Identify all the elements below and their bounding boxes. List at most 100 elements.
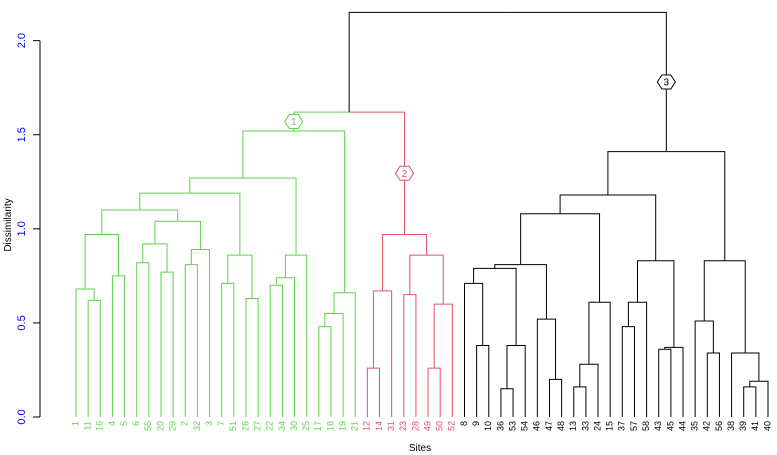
leaf-label: 15	[605, 421, 615, 431]
dendrogram-branch	[749, 380, 759, 387]
dendrogram-branch	[252, 297, 259, 417]
dendrogram-branch	[221, 282, 228, 417]
dendrogram-branch	[333, 313, 344, 417]
dendrogram-branch	[546, 318, 557, 380]
leaf-label: 28	[410, 421, 420, 431]
cluster-label: 2	[402, 169, 408, 180]
dendrogram-branch	[500, 388, 507, 417]
leaf-label: 19	[337, 421, 347, 431]
dendrogram-branch	[607, 194, 657, 261]
dendrogram-branch	[75, 288, 86, 417]
dendrogram-branch	[404, 233, 428, 256]
leaf-label: 9	[471, 421, 481, 426]
dendrogram-branch	[200, 249, 211, 417]
dendrogram-branch	[87, 299, 95, 417]
dendrogram-branch	[506, 344, 517, 389]
dendrogram-branch	[333, 292, 345, 314]
leaf-label: 25	[301, 421, 311, 431]
dendrogram-branch	[628, 326, 635, 417]
dendrogram-branch	[473, 282, 484, 346]
dendrogram-branch	[743, 386, 750, 417]
dendrogram-branch	[276, 284, 283, 417]
leaf-label: 49	[422, 421, 432, 431]
dendrogram-branch	[560, 213, 601, 303]
dendrogram-branch	[242, 177, 297, 256]
leaf-label: 40	[762, 421, 772, 431]
dendrogram-branch	[463, 282, 474, 417]
dendrogram-branch	[494, 267, 517, 346]
dendrogram-branch	[434, 367, 441, 417]
cluster-label: 3	[664, 78, 670, 89]
dendrogram-branch	[758, 380, 769, 417]
leaf-label: 14	[374, 421, 384, 431]
leaf-label: 8	[459, 421, 469, 426]
leaf-label: 47	[544, 421, 554, 431]
dendrogram-branch	[409, 254, 427, 295]
leaf-label: 3	[204, 421, 214, 426]
dendrogram-branch	[555, 378, 563, 417]
leaf-label: 31	[386, 421, 396, 431]
dendrogram-branch	[269, 284, 277, 417]
dendrogram-branch	[579, 386, 587, 417]
dendrogram-branch	[520, 213, 561, 265]
dendrogram-branch	[373, 367, 381, 417]
dendrogram-branch	[285, 277, 296, 417]
leaf-label: 33	[580, 421, 590, 431]
dendrogram-branch	[664, 346, 674, 350]
dendrogram-branch	[673, 346, 684, 417]
dendrogram-branch	[516, 344, 526, 417]
dendrogram-branch	[139, 209, 179, 222]
leaf-label: 26	[240, 421, 250, 431]
dendrogram-branch	[111, 275, 119, 417]
dendrogram-branch	[664, 348, 672, 417]
dendrogram-branch	[637, 301, 648, 417]
y-axis-label: Dissimilarity	[3, 198, 14, 251]
dendrogram-branch	[139, 192, 190, 210]
dendrogram-branch	[349, 111, 406, 235]
dendrogram-branch	[136, 262, 143, 417]
dendrogram-branch	[275, 277, 286, 286]
dendrogram-branch	[245, 297, 253, 417]
dendrogram-branch	[101, 233, 119, 276]
dendrogram-branch	[296, 254, 308, 417]
leaf-label: 42	[702, 421, 712, 431]
dendrogram-branch	[724, 260, 746, 354]
dendrogram-branch	[573, 386, 580, 417]
dendrogram-branch	[494, 264, 521, 269]
dendrogram-branch	[85, 288, 95, 301]
dendrogram-branch	[588, 363, 599, 417]
dendrogram-branch	[189, 177, 243, 194]
dendrogram-branch	[227, 282, 235, 417]
leaf-label: 43	[653, 421, 663, 431]
y-tick-label: 2.0	[16, 33, 28, 48]
leaf-label: 48	[556, 421, 566, 431]
dendrogram-branch	[94, 299, 101, 417]
dendrogram-branch	[84, 233, 102, 290]
dendrogram-branch	[713, 352, 720, 417]
dendrogram-branch	[372, 290, 383, 369]
dendrogram-branch	[433, 303, 444, 369]
dendrogram-branch	[293, 130, 346, 293]
dendrogram-branch	[167, 271, 174, 417]
dendrogram-branch	[242, 130, 294, 179]
leaf-label: 37	[617, 421, 627, 431]
dendrogram-branch	[443, 303, 453, 417]
leaf-label: 11	[83, 421, 93, 430]
leaf-label: 27	[252, 421, 262, 431]
cluster-marker	[394, 165, 415, 181]
leaf-label: 50	[435, 421, 445, 431]
leaf-label: 32	[192, 421, 202, 431]
cluster-marker	[656, 74, 676, 90]
leaf-label: 2	[180, 421, 190, 426]
dendrogram-branch	[559, 194, 608, 214]
dendrogram-branch	[409, 294, 417, 417]
dendrogram-branch	[382, 290, 393, 417]
leaf-label: 30	[289, 421, 299, 431]
cluster-label: 1	[291, 117, 297, 128]
dendrogram-branch	[348, 11, 508, 113]
dendrogram-branch	[403, 294, 410, 417]
dendrogram-branch	[666, 151, 726, 261]
leaf-label: 46	[532, 421, 542, 431]
dendrogram-branch	[344, 292, 356, 417]
